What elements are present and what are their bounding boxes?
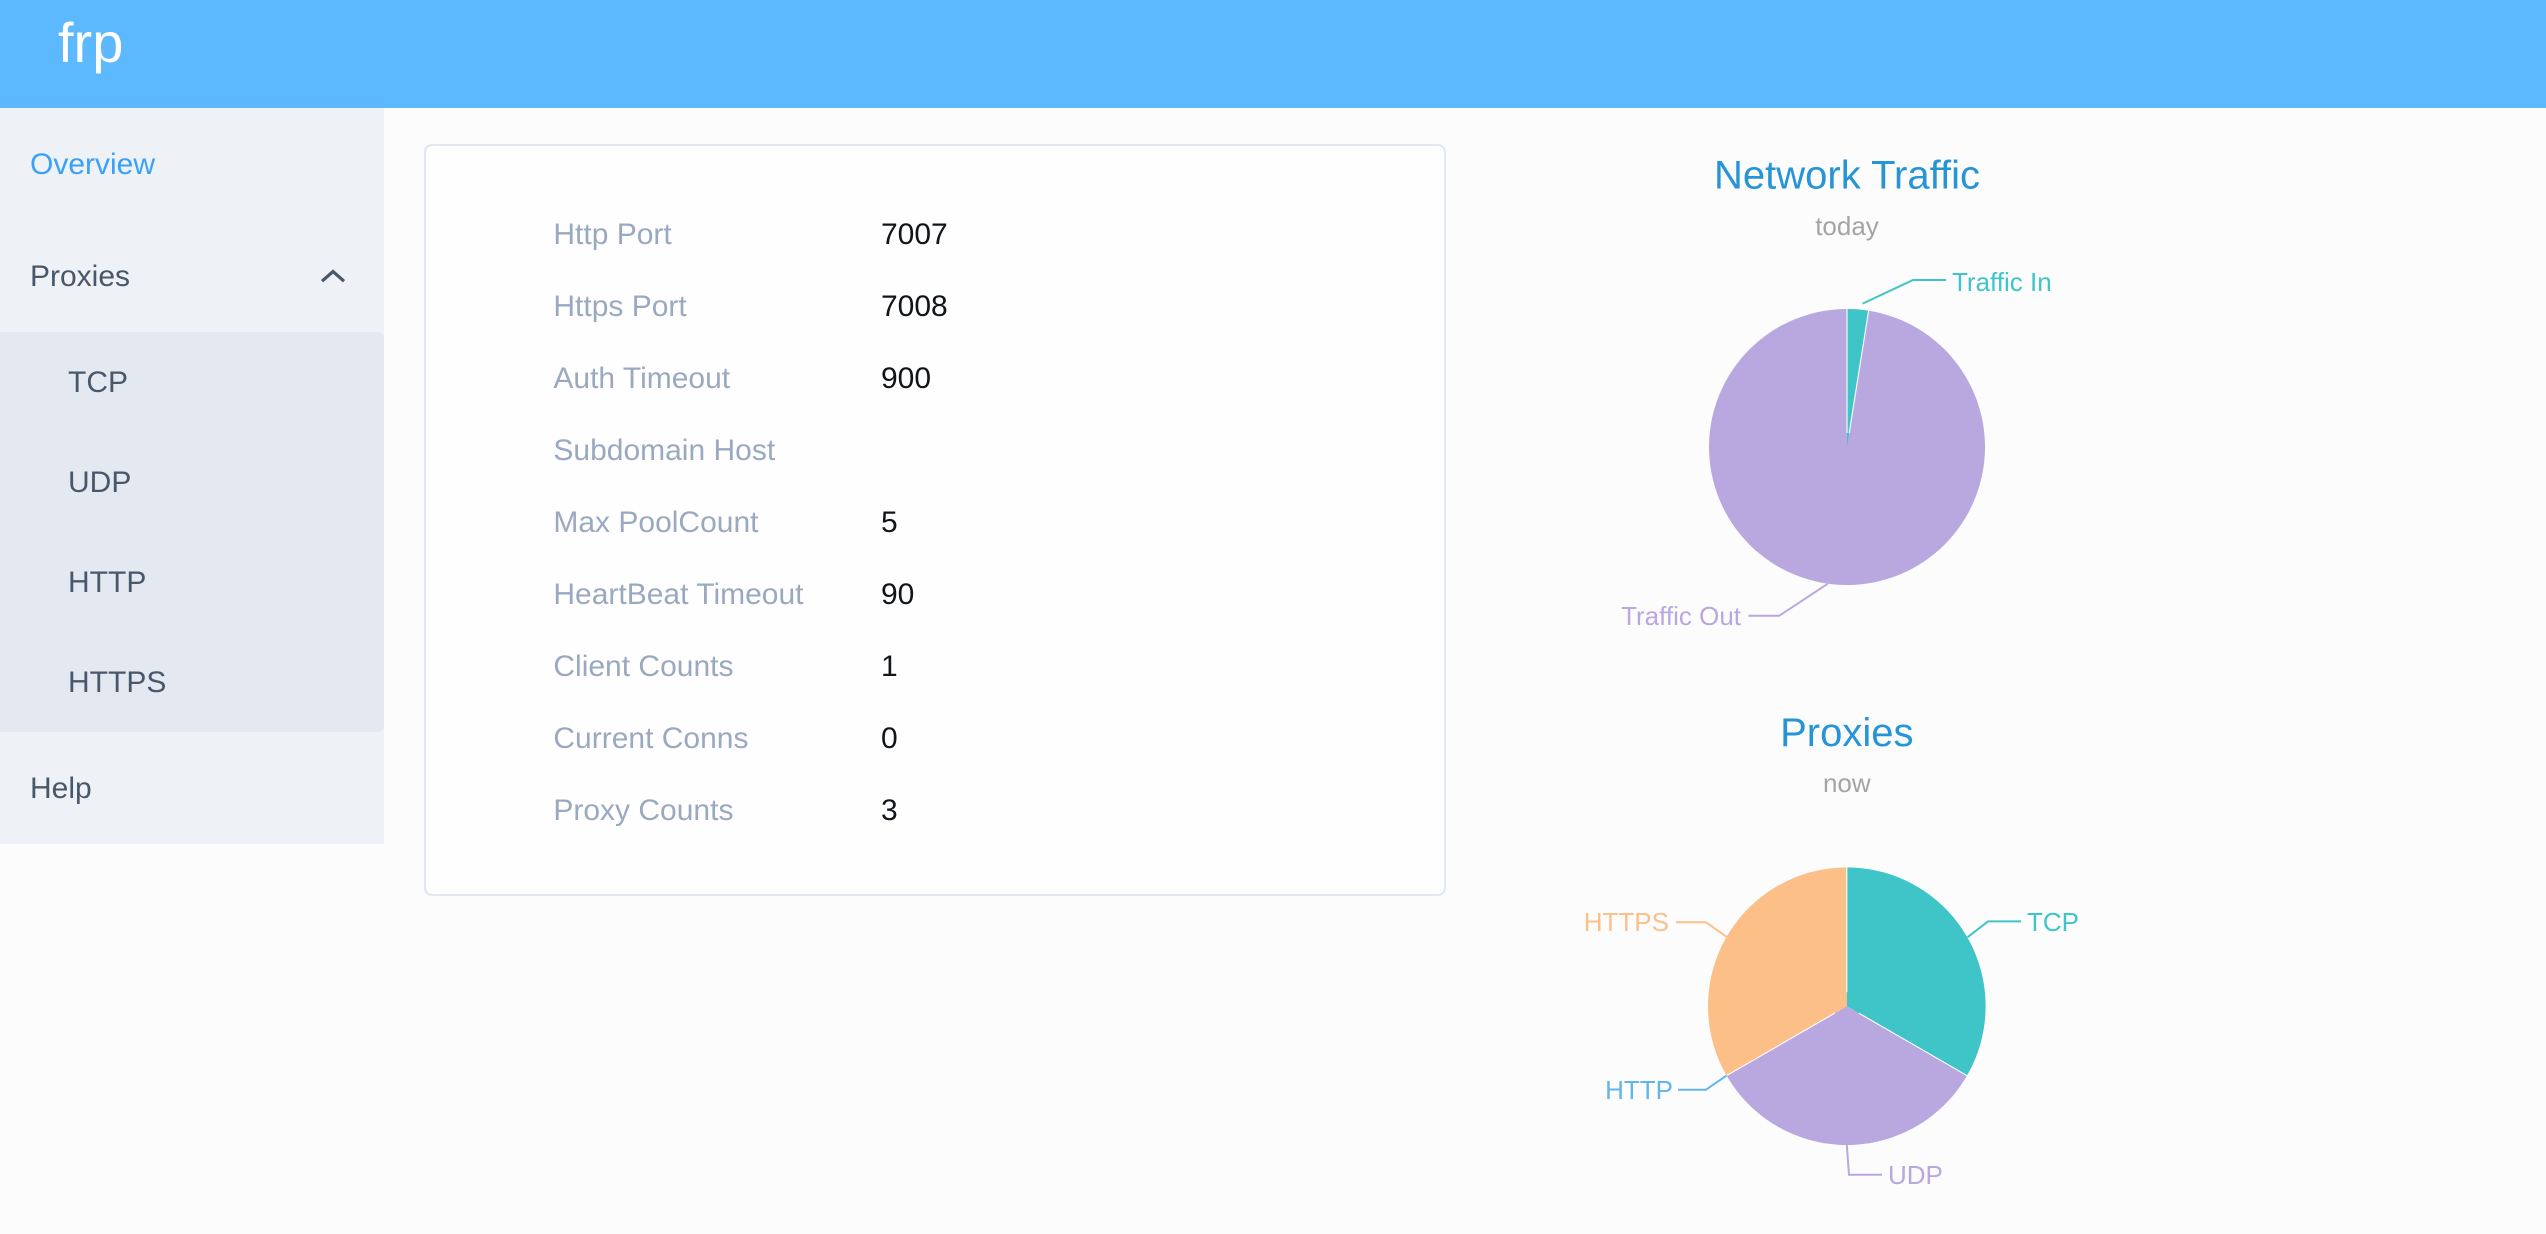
svg-text:UDP: UDP	[1888, 1160, 1943, 1190]
svg-text:HTTPS: HTTPS	[1584, 907, 1669, 937]
svg-text:TCP: TCP	[2027, 907, 2079, 937]
svg-text:now: now	[1823, 768, 1871, 798]
svg-text:Network Traffic: Network Traffic	[1714, 153, 1980, 197]
svg-text:HTTP: HTTP	[1605, 1075, 1673, 1105]
svg-text:Traffic In: Traffic In	[1952, 267, 2052, 297]
svg-text:Traffic Out: Traffic Out	[1621, 601, 1742, 631]
svg-text:today: today	[1815, 211, 1879, 241]
svg-text:Proxies: Proxies	[1780, 711, 1913, 755]
